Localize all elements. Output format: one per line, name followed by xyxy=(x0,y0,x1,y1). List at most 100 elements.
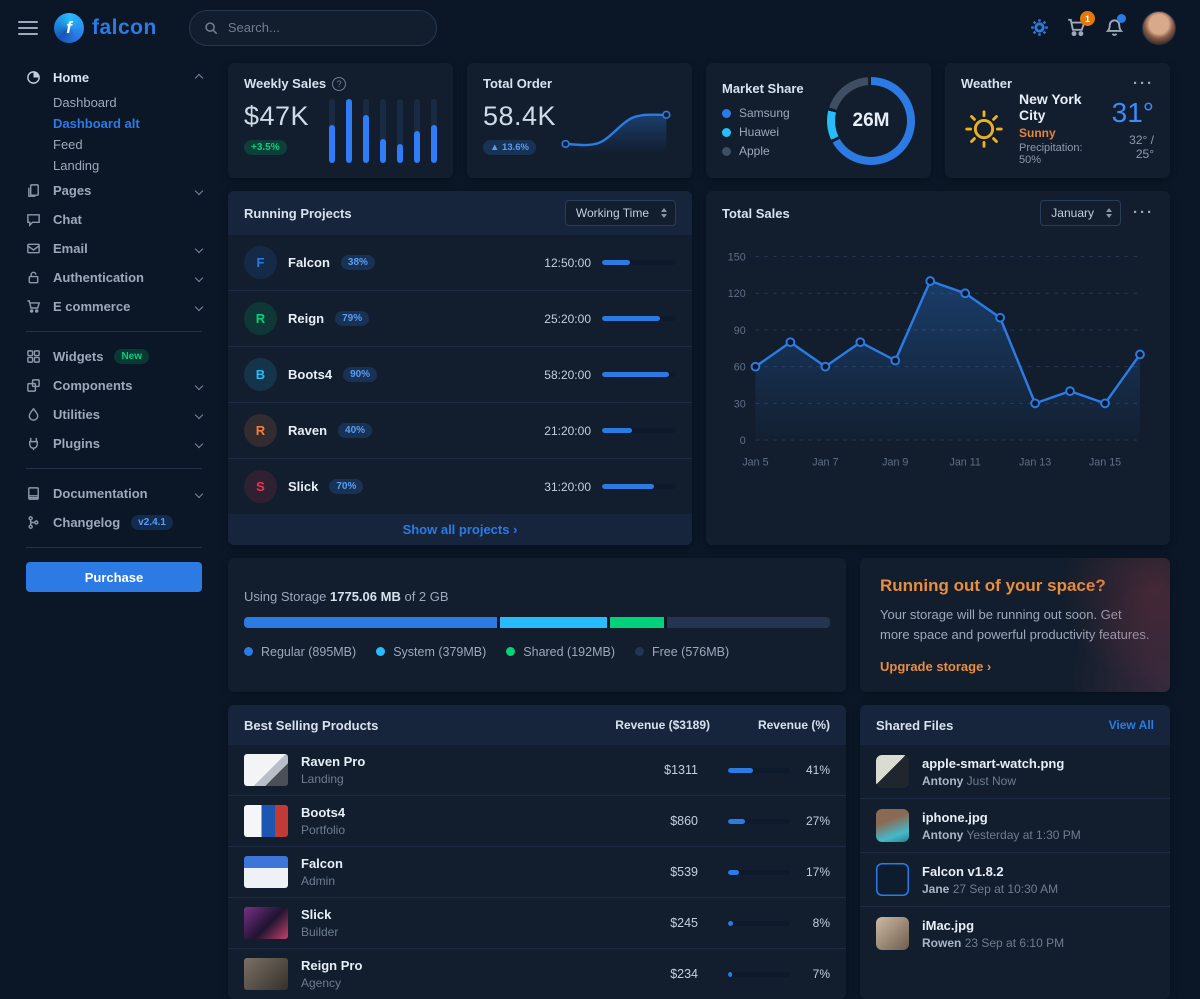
hamburger-menu-icon[interactable] xyxy=(18,20,38,35)
project-name[interactable]: Reign xyxy=(288,311,325,326)
cart-icon[interactable]: 1 xyxy=(1067,11,1095,37)
legend-label: Free (576MB) xyxy=(652,644,730,659)
month-select[interactable]: January xyxy=(1040,200,1121,226)
project-avatar: F xyxy=(244,246,277,279)
progress-fill xyxy=(728,920,733,926)
product-name[interactable]: Slick xyxy=(301,907,332,922)
sidebar-item-pages[interactable]: Pages xyxy=(26,176,204,205)
product-category[interactable]: Admin xyxy=(301,874,336,888)
card-menu-icon[interactable]: ··· xyxy=(1133,74,1154,92)
sidebar-item-utilities[interactable]: Utilities xyxy=(26,400,204,429)
email-icon xyxy=(26,241,42,256)
card-menu-icon[interactable]: ··· xyxy=(1133,204,1154,221)
falcon-logo-icon: f xyxy=(54,12,84,43)
sidebar-divider xyxy=(26,547,202,548)
chevron-down-icon xyxy=(194,302,204,311)
settings-gear-icon[interactable] xyxy=(1030,18,1049,37)
legend-item: Samsung xyxy=(722,104,804,123)
search-input[interactable] xyxy=(225,19,422,36)
notifications-bell-icon[interactable] xyxy=(1105,14,1126,37)
project-name[interactable]: Boots4 xyxy=(288,367,333,382)
total-order-value: 58.4K xyxy=(483,101,557,131)
product-revenue: $539 xyxy=(670,865,698,879)
project-progress-badge: 79% xyxy=(335,311,370,326)
sidebar-item-label: Changelog xyxy=(53,515,121,530)
upgrade-storage-card: Running out of your space? Your storage … xyxy=(860,558,1170,692)
progress-fill xyxy=(602,372,669,377)
sidebar-item-ecommerce[interactable]: E commerce xyxy=(26,292,204,321)
project-name[interactable]: Slick xyxy=(288,479,319,494)
show-all-projects-link[interactable]: Show all projects › xyxy=(228,514,692,545)
sidebar-item-dashboard-alt[interactable]: Dashboard alt xyxy=(53,116,140,131)
total-order-card: Total Order 58.4K ▲ 13.6% xyxy=(467,63,692,178)
purchase-button[interactable]: Purchase xyxy=(26,562,202,592)
legend-label: Regular (895MB) xyxy=(261,644,357,659)
product-name[interactable]: Reign Pro xyxy=(301,958,363,973)
project-avatar: R xyxy=(244,414,277,447)
sidebar-item-documentation[interactable]: Documentation xyxy=(26,479,204,508)
weather-card: Weather ··· New York City Sunny Precipit… xyxy=(945,63,1170,178)
main-content: Weekly Sales ? $47K +3.5% Total Order 58… xyxy=(228,55,1200,999)
legend-item: Regular (895MB) xyxy=(244,642,356,661)
files-list: apple-smart-watch.png Antony Just Now ip… xyxy=(860,745,1170,960)
card-title: Weather xyxy=(961,76,1013,91)
sidebar-item-authentication[interactable]: Authentication xyxy=(26,263,204,292)
storage-progress-bar xyxy=(244,617,830,628)
legend-label: Samsung xyxy=(739,106,790,120)
project-avatar: B xyxy=(244,358,277,391)
product-thumbnail xyxy=(244,856,288,888)
project-row: B Boots4 90% 58:20:00 xyxy=(228,346,692,402)
legend-label: Shared (192MB) xyxy=(523,644,615,659)
user-avatar[interactable] xyxy=(1142,10,1176,45)
sidebar-item-feed[interactable]: Feed xyxy=(53,137,83,152)
svg-text:30: 30 xyxy=(734,398,746,410)
product-revenue: $245 xyxy=(670,916,698,930)
product-name[interactable]: Falcon xyxy=(301,856,343,871)
project-name[interactable]: Falcon xyxy=(288,255,330,270)
legend-label: Huawei xyxy=(739,125,780,139)
product-revenue: $1311 xyxy=(664,763,698,777)
product-name[interactable]: Boots4 xyxy=(301,805,346,820)
sidebar-item-landing[interactable]: Landing xyxy=(53,158,100,173)
sidebar-item-components[interactable]: Components xyxy=(26,371,204,400)
sidebar-item-home[interactable]: Home xyxy=(26,63,204,92)
product-name[interactable]: Raven Pro xyxy=(301,754,366,769)
sidebar-item-widgets[interactable]: Widgets New xyxy=(26,342,202,371)
project-time: 25:20:00 xyxy=(544,311,591,326)
sidebar-item-plugins[interactable]: Plugins xyxy=(26,429,204,458)
sidebar-item-chat[interactable]: Chat xyxy=(26,205,202,234)
brand-logo[interactable]: f falcon xyxy=(54,12,157,43)
svg-text:Jan 13: Jan 13 xyxy=(1019,456,1051,468)
search-box[interactable] xyxy=(188,9,437,46)
file-name[interactable]: iphone.jpg xyxy=(922,809,988,825)
sidebar-item-changelog[interactable]: Changelog v2.4.1 xyxy=(26,508,202,537)
weekly-sales-value: $47K xyxy=(244,101,310,131)
working-time-select[interactable]: Working Time xyxy=(564,200,676,226)
storage-used: 1775.06 MB xyxy=(330,589,401,604)
product-category[interactable]: Builder xyxy=(301,925,339,939)
product-category[interactable]: Landing xyxy=(301,772,344,786)
file-name[interactable]: iMac.jpg xyxy=(922,917,975,933)
sidebar-divider xyxy=(26,331,202,332)
sidebar-item-label: Authentication xyxy=(53,270,144,285)
chevron-up-icon xyxy=(194,73,204,82)
file-name[interactable]: Falcon v1.8.2 xyxy=(922,863,1004,879)
sidebar-item-email[interactable]: Email xyxy=(26,234,204,263)
sidebar-item-label: Pages xyxy=(53,183,92,198)
product-thumbnail xyxy=(244,805,288,837)
file-thumbnail xyxy=(876,863,909,896)
svg-text:60: 60 xyxy=(734,362,746,374)
sidebar-item-dashboard[interactable]: Dashboard xyxy=(53,95,117,110)
upgrade-storage-link[interactable]: Upgrade storage › xyxy=(880,659,992,674)
project-progress-bar xyxy=(602,484,676,489)
help-icon[interactable]: ? xyxy=(332,76,347,91)
project-name[interactable]: Raven xyxy=(288,423,328,438)
card-title: Shared Files xyxy=(876,717,954,733)
view-all-link[interactable]: View All xyxy=(1108,718,1154,732)
product-category[interactable]: Portfolio xyxy=(301,823,346,837)
project-row: S Slick 70% 31:20:00 xyxy=(228,458,692,514)
file-name[interactable]: apple-smart-watch.png xyxy=(922,755,1065,771)
product-category[interactable]: Agency xyxy=(301,976,342,990)
file-timestamp: Yesterday at 1:30 PM xyxy=(966,827,1081,842)
card-title: Total Sales xyxy=(722,205,790,221)
